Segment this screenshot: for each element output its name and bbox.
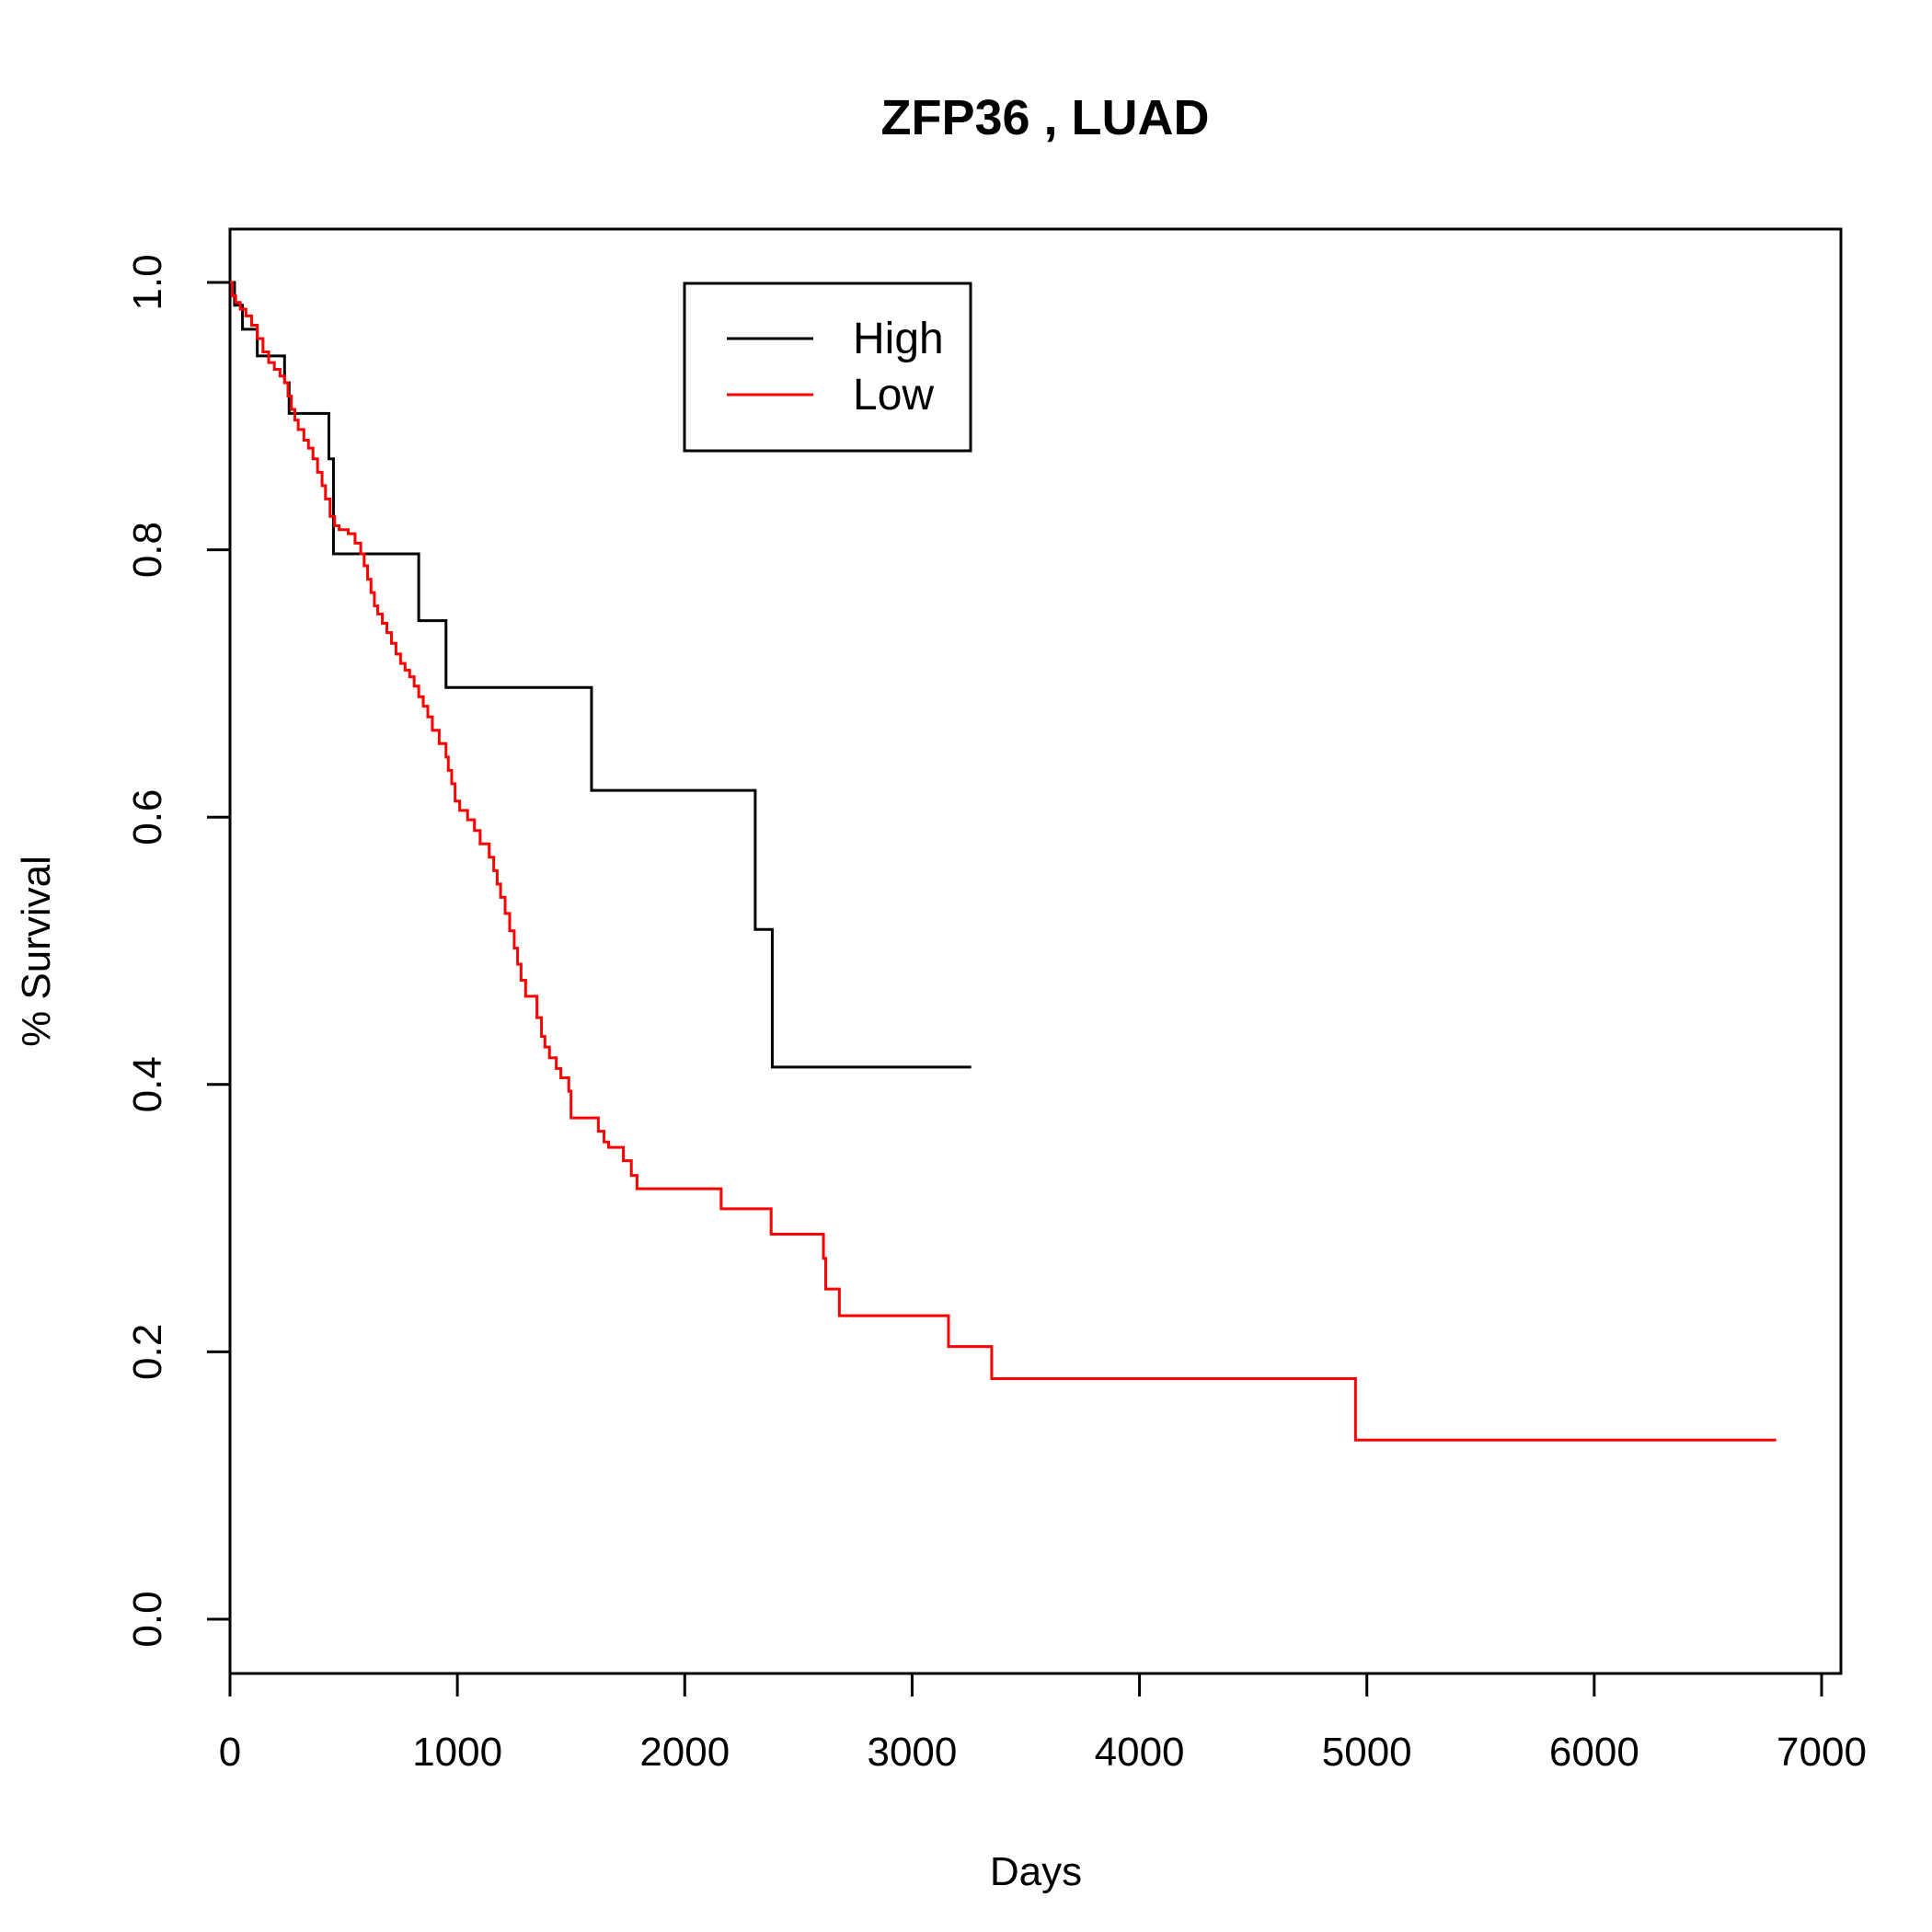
x-tick-label: 3000 bbox=[867, 1730, 957, 1775]
survival-curve-high bbox=[230, 281, 972, 1069]
x-tick-label: 0 bbox=[219, 1730, 241, 1775]
legend: High Low bbox=[683, 282, 972, 453]
y-tick-label: 0.2 bbox=[125, 1324, 170, 1380]
x-tick-label: 4000 bbox=[1095, 1730, 1185, 1775]
series-layer bbox=[230, 281, 1777, 1442]
chart-title: ZFP36 , LUAD bbox=[880, 90, 1209, 145]
y-axis: 0.0 0.2 0.4 0.6 0.8 1.0 bbox=[125, 254, 232, 1648]
y-tick-label: 0.0 bbox=[125, 1591, 170, 1647]
legend-box bbox=[683, 282, 972, 453]
y-tick-label: 0.4 bbox=[125, 1056, 170, 1112]
x-tick-label: 1000 bbox=[412, 1730, 502, 1775]
survival-curve-low bbox=[230, 281, 1777, 1442]
y-axis-label: % Survival bbox=[14, 856, 59, 1047]
legend-label-high: High bbox=[853, 315, 944, 363]
y-tick-label: 1.0 bbox=[125, 254, 170, 310]
plot-frame bbox=[228, 227, 1843, 1675]
x-axis-label: Days bbox=[990, 1849, 1082, 1894]
x-tick-label: 5000 bbox=[1322, 1730, 1412, 1775]
y-tick-label: 0.6 bbox=[125, 789, 170, 845]
x-tick-label: 6000 bbox=[1549, 1730, 1639, 1775]
y-tick-label: 0.8 bbox=[125, 522, 170, 578]
x-tick-label: 2000 bbox=[639, 1730, 730, 1775]
x-tick-label: 7000 bbox=[1777, 1730, 1867, 1775]
legend-label-low: Low bbox=[853, 371, 934, 420]
x-axis: 0 1000 2000 3000 4000 5000 6000 7000 bbox=[219, 1672, 1867, 1775]
